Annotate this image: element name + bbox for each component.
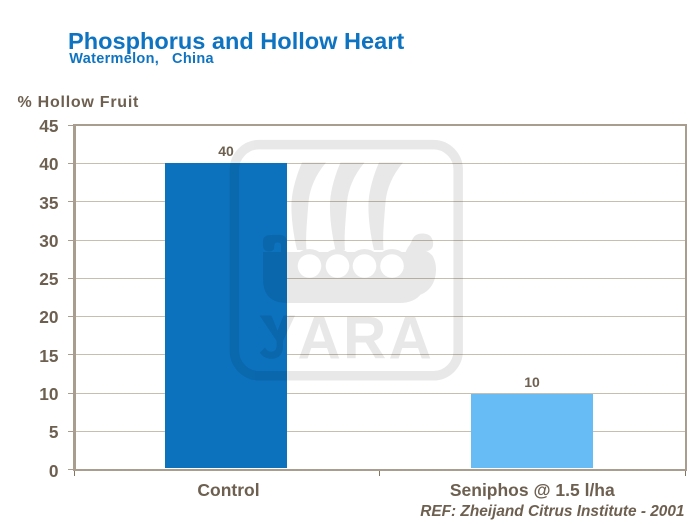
svg-text:ARA: ARA	[298, 305, 435, 372]
